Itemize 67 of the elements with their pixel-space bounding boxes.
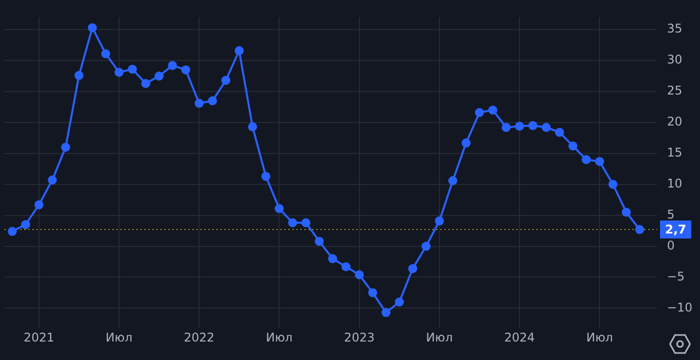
x-tick-label: 2021: [24, 330, 54, 344]
y-tick-label: 25: [667, 84, 682, 98]
point: [568, 141, 578, 150]
y-tick-label: 20: [667, 114, 682, 129]
point: [8, 226, 17, 236]
x-tick-label: Июл: [106, 330, 132, 344]
point: [328, 254, 338, 264]
point: [354, 270, 364, 280]
point: [248, 122, 258, 132]
y-tick-label: 10: [667, 176, 682, 190]
point: [61, 142, 70, 152]
point: [622, 208, 631, 217]
point: [382, 308, 391, 318]
y-tick-label: 30: [667, 52, 682, 67]
x-tick-label: 2024: [504, 330, 535, 344]
point: [368, 288, 378, 298]
point: [194, 98, 204, 108]
y-tick-label: 15: [667, 146, 682, 160]
point: [448, 176, 458, 186]
point: [168, 60, 177, 70]
y-tick-label: 35: [667, 22, 682, 36]
point: [128, 64, 137, 74]
point: [261, 172, 270, 181]
point: [221, 76, 230, 85]
point: [434, 216, 444, 226]
point: [502, 122, 511, 132]
point: [234, 46, 244, 56]
point: [462, 138, 471, 148]
point: [528, 121, 538, 130]
point: [141, 78, 150, 88]
x-tick-label: 2022: [184, 330, 214, 344]
point: [394, 297, 404, 306]
point: [408, 264, 418, 274]
point: [208, 96, 217, 106]
point: [582, 155, 591, 164]
point: [21, 220, 30, 230]
point: [488, 106, 498, 115]
point: [314, 236, 324, 246]
point: [288, 218, 298, 228]
point: [555, 128, 564, 137]
point: [301, 218, 310, 228]
y-tick-label: 5: [667, 207, 675, 222]
point: [154, 72, 164, 81]
annotation: 2,7: [665, 222, 686, 237]
point: [515, 122, 524, 131]
point: [88, 23, 97, 32]
point: [595, 156, 604, 166]
y-tick-label: −10: [667, 300, 692, 314]
point: [181, 65, 190, 74]
y-tick-label: −5: [667, 269, 685, 284]
point: [635, 225, 644, 234]
x-tick-label: Июл: [426, 330, 453, 344]
point: [341, 262, 350, 272]
point: [101, 49, 110, 58]
point: [542, 122, 551, 132]
point: [608, 180, 618, 189]
y-tick-label: 0: [667, 238, 675, 252]
x-tick-label: Июл: [586, 330, 613, 344]
point: [422, 242, 431, 251]
point: [48, 176, 57, 185]
point: [114, 68, 124, 77]
point: [74, 70, 84, 80]
x-tick-label: 2023: [344, 330, 375, 344]
x-tick-label: Июл: [266, 330, 293, 344]
point: [274, 204, 284, 214]
point: [34, 200, 44, 210]
point: [474, 108, 484, 118]
